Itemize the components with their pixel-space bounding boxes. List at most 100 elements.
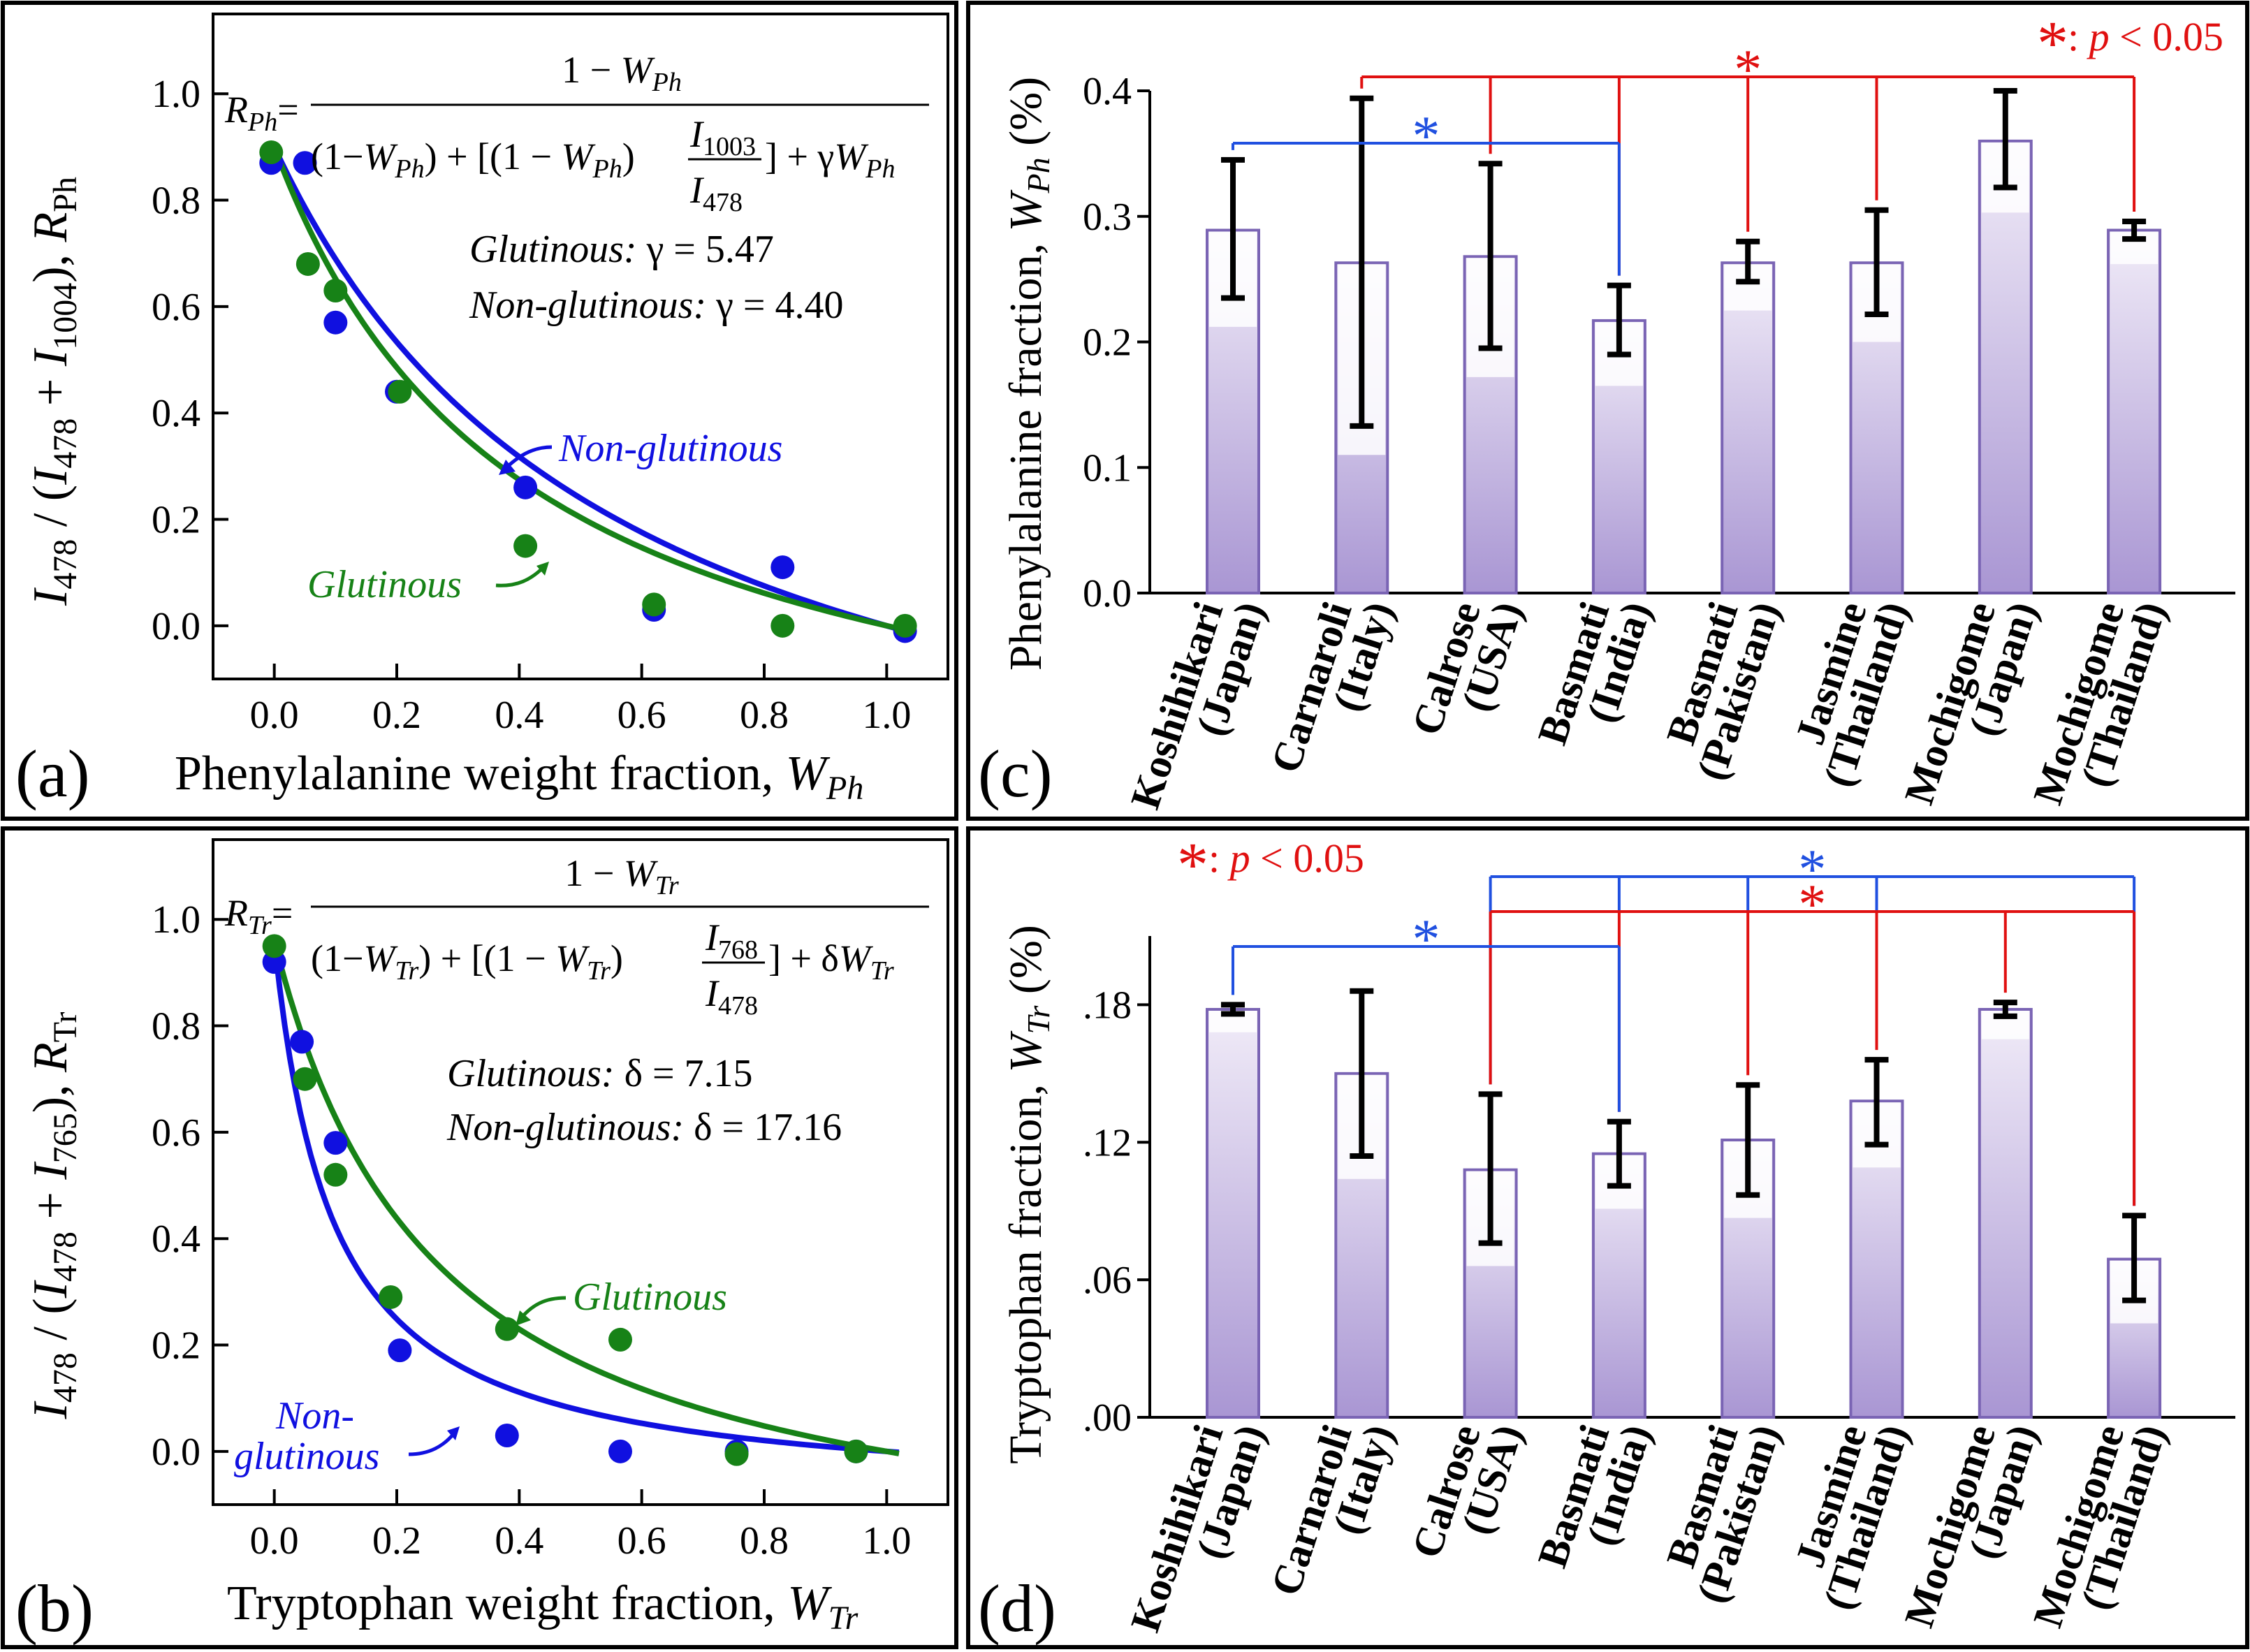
x-tick-label: 0.8 [740, 694, 789, 737]
y-tick-label: .12 [1083, 1121, 1132, 1164]
data-point-glutinous [724, 1442, 749, 1466]
bar [1978, 1007, 2033, 1419]
panel-a: 0.0 0.2 0.4 0.6 0.8 1.0 0.00.20.40.60.81.0 I4… [15, 13, 949, 811]
x-axis-ticks: 0.0 0.2 0.4 0.6 0.8 1.0 [250, 1489, 911, 1563]
y-tick-label: 0.4 [1083, 70, 1132, 113]
data-point-non-glutinous [388, 1338, 412, 1363]
data-point-glutinous [893, 613, 917, 638]
significance-legend: * : p < 0.05 [2037, 9, 2223, 78]
y-label-var: W [1000, 189, 1051, 231]
y-label-r: R [24, 212, 78, 243]
x-tick-label: 0.4 [495, 1519, 543, 1563]
x-tick-label: 1.0 [862, 694, 911, 737]
significance-star: * [1734, 39, 1762, 101]
y-label-plus: + [24, 1180, 78, 1231]
param-glutinous: Glutinous: δ = 7.15 [447, 1052, 753, 1095]
annotation-nonglutinous-2: glutinous [234, 1435, 379, 1478]
data-point-glutinous [293, 1067, 317, 1091]
data-point-non-glutinous [513, 475, 538, 499]
fit-curve-non-glutinous [271, 940, 900, 1456]
category-labels: Koshihikari(Japan)Carnaroli(Italy) Calros… [1122, 1419, 2175, 1637]
y-label-close: ), [24, 1072, 78, 1113]
category-labels: Koshihikari(Japan)Carnaroli(Italy) Calros… [1122, 597, 2175, 814]
data-point-glutinous [323, 279, 348, 303]
data-points [259, 140, 917, 643]
data-point-glutinous [379, 1285, 403, 1309]
y-tick-label: 0.6 [152, 286, 200, 329]
y-label-i2: I [24, 1279, 78, 1299]
data-point-non-glutinous [323, 1131, 348, 1155]
eq-intensity-den: I478 [689, 169, 743, 217]
data-point-glutinous [770, 613, 795, 638]
panel-c-frame [966, 1, 2249, 821]
y-tick-label: 0.2 [152, 499, 200, 542]
y-label-i3: I [24, 347, 78, 367]
x-tick-label: 0.0 [250, 694, 299, 737]
y-label-sub: 478 [47, 1352, 84, 1403]
y-axis-label: Tryptophan fraction, WTr (%) [1000, 925, 1056, 1464]
x-label-sub: Ph [826, 770, 863, 807]
equation: RPh= 1 − WPh (1−WPh) + [(1 − WPh) I1003 … [224, 49, 929, 217]
x-tick-label: 0.0 [250, 1519, 299, 1563]
x-axis-ticks: 0.0 0.2 0.4 0.6 0.8 1.0 [250, 664, 911, 737]
legend-text: : p < 0.05 [1208, 835, 1364, 881]
y-label-unit: (%) [1000, 925, 1051, 1005]
y-label-sub: Tr [1021, 1004, 1056, 1034]
eq-intensity-den: I478 [705, 972, 758, 1021]
x-tick-label: 0.4 [495, 694, 543, 737]
y-label-sub3: 1004 [47, 283, 84, 350]
y-axis-ticks: 0.0 0.1 0.2 0.3 0.4 [1083, 70, 1150, 615]
legend-text: : p < 0.05 [2068, 14, 2223, 59]
fit-curve-non-glutinous [272, 145, 900, 632]
data-point-glutinous [844, 1439, 868, 1463]
x-label-var: W [786, 747, 831, 801]
x-tick-label: 0.2 [372, 1519, 421, 1563]
y-label-unit: (%) [1000, 77, 1051, 157]
eq-denominator: (1−WTr) + [(1 − WTr) [311, 937, 623, 986]
y-label-i3: I [24, 1161, 78, 1180]
fit-curves [271, 940, 900, 1456]
error-bars [1221, 88, 2147, 429]
y-tick-label: 0.0 [152, 1431, 200, 1474]
data-point-non-glutinous [495, 1423, 519, 1447]
bar [2107, 228, 2162, 594]
fit-curve-glutinous [271, 940, 900, 1456]
arrowhead-glutinous [516, 1310, 531, 1326]
y-tick-label: 1.0 [152, 73, 200, 116]
significance-star: * [1412, 909, 1440, 970]
y-tick-label: 0.1 [1083, 446, 1132, 490]
eq-tail: ] + γWPh [765, 136, 896, 184]
panel-b: 0.0 0.2 0.4 0.6 0.8 1.0 0.00.20.40.60.81.0 I4… [15, 838, 949, 1646]
data-point-non-glutinous [293, 151, 317, 175]
data-point-glutinous [295, 251, 320, 276]
equation: RTr= 1 − WTr (1−WTr) + [(1 − WTr) I768 I… [224, 852, 929, 1021]
y-label-i1: I [24, 587, 78, 606]
y-label-rsub: Ph [47, 177, 84, 212]
y-tick-label: 0.2 [1083, 321, 1132, 365]
y-label-r: R [24, 1042, 78, 1073]
y-tick-label: 0.2 [152, 1324, 200, 1368]
data-point-glutinous [608, 1327, 632, 1352]
panel-label: (c) [978, 736, 1053, 811]
arrow-nonglutinous [408, 1432, 455, 1456]
bars [1206, 139, 2162, 594]
significance-brackets: ** [1232, 39, 2136, 276]
annotation-nonglutinous-1: Non- [275, 1394, 354, 1438]
param-glutinous: Glutinous: γ = 5.47 [469, 228, 774, 271]
arrowhead-nonglutinous [447, 1426, 460, 1440]
y-label-part: / ( [24, 1298, 78, 1352]
fit-curves [271, 145, 900, 632]
y-label-part: / ( [24, 485, 78, 539]
y-label-close: ), [24, 242, 78, 282]
legend-star: * [2037, 9, 2068, 78]
y-label-rsub: Tr [47, 1012, 84, 1043]
x-label-var: W [787, 1577, 832, 1630]
param-nonglutinous: Non-glutinous: δ = 17.16 [446, 1106, 842, 1149]
eq-denominator: (1−WPh) + [(1 − WPh) [311, 136, 635, 184]
y-tick-label: 0.0 [152, 605, 200, 648]
bar [1206, 1007, 1260, 1419]
eq-tail: ] + δWTr [768, 937, 894, 986]
y-axis-ticks: 0.0 0.2 0.4 0.6 0.8 1.0 [152, 73, 228, 648]
y-tick-label: 1.0 [152, 898, 200, 942]
